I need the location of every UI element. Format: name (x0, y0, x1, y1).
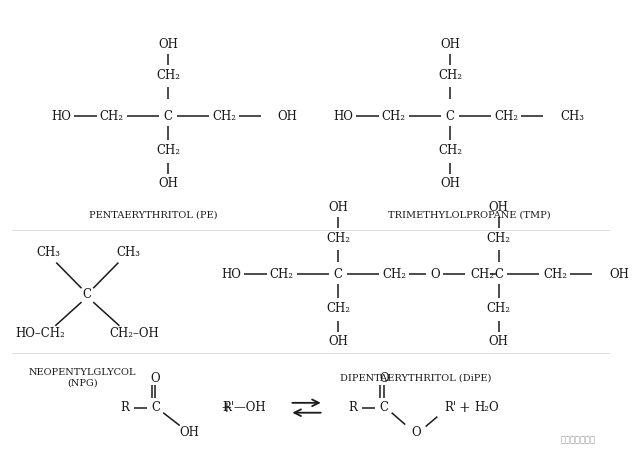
Text: CH₂: CH₂ (326, 303, 350, 315)
Text: CH₂: CH₂ (543, 268, 567, 281)
Text: O: O (411, 426, 421, 439)
Text: R: R (120, 401, 129, 414)
Text: R': R' (444, 401, 456, 414)
Text: OH: OH (489, 335, 508, 348)
Text: CH₂–OH: CH₂–OH (109, 327, 159, 340)
Text: 诺曼泰克润滑油: 诺曼泰克润滑油 (560, 436, 596, 445)
Text: CH₂: CH₂ (326, 233, 350, 245)
Text: C: C (494, 268, 503, 281)
Text: HO–CH₂: HO–CH₂ (16, 327, 65, 340)
Text: CH₂: CH₂ (438, 69, 462, 82)
Text: HO: HO (333, 110, 353, 123)
Text: +: + (459, 401, 470, 415)
Text: CH₂: CH₂ (212, 110, 236, 123)
Text: HO: HO (51, 110, 71, 123)
Text: CH₃: CH₃ (560, 110, 585, 123)
Text: +: + (221, 401, 232, 415)
Text: CH₂: CH₂ (382, 110, 406, 123)
Text: TRIMETHYLOLPROPANE (TMP): TRIMETHYLOLPROPANE (TMP) (388, 211, 551, 220)
Text: CH₂: CH₂ (270, 268, 294, 281)
Text: CH₂: CH₂ (156, 69, 180, 82)
Text: CH₂: CH₂ (100, 110, 124, 123)
Text: OH: OH (277, 110, 297, 123)
Text: C: C (333, 268, 342, 281)
Text: H₂O: H₂O (475, 401, 499, 414)
Text: CH₃: CH₃ (37, 246, 60, 259)
Text: C: C (446, 110, 455, 123)
Text: HO: HO (221, 268, 241, 281)
Text: OH: OH (179, 426, 199, 439)
Text: CH₃: CH₃ (116, 246, 140, 259)
Text: C: C (379, 401, 389, 414)
Text: CH₂: CH₂ (495, 110, 519, 123)
Text: O: O (151, 372, 160, 384)
Text: OH: OH (158, 177, 178, 190)
Text: DIPENTAERYTHRITOL (DiPE): DIPENTAERYTHRITOL (DiPE) (340, 374, 491, 383)
Text: O: O (430, 268, 440, 281)
Text: OH: OH (609, 268, 630, 281)
Text: OH: OH (158, 38, 178, 51)
Text: CH₂: CH₂ (156, 144, 180, 157)
Text: CH₂: CH₂ (486, 233, 510, 245)
Text: OH: OH (328, 335, 348, 348)
Text: CH₂: CH₂ (382, 268, 406, 281)
Text: NEOPENTYLGLYCOL
(NPG): NEOPENTYLGLYCOL (NPG) (29, 369, 136, 388)
Text: C: C (83, 288, 92, 301)
Text: O: O (379, 372, 389, 384)
Text: R: R (348, 401, 357, 414)
Text: OH: OH (440, 177, 460, 190)
Text: OH: OH (489, 201, 508, 214)
Text: C: C (151, 401, 160, 414)
Text: PENTAERYTHRITOL (PE): PENTAERYTHRITOL (PE) (89, 211, 217, 220)
Text: CH₂: CH₂ (470, 268, 494, 281)
Text: CH₂: CH₂ (438, 144, 462, 157)
Text: OH: OH (440, 38, 460, 51)
Text: R'—OH: R'—OH (222, 401, 266, 414)
Text: OH: OH (328, 201, 348, 214)
Text: CH₂: CH₂ (486, 303, 510, 315)
Text: C: C (164, 110, 172, 123)
